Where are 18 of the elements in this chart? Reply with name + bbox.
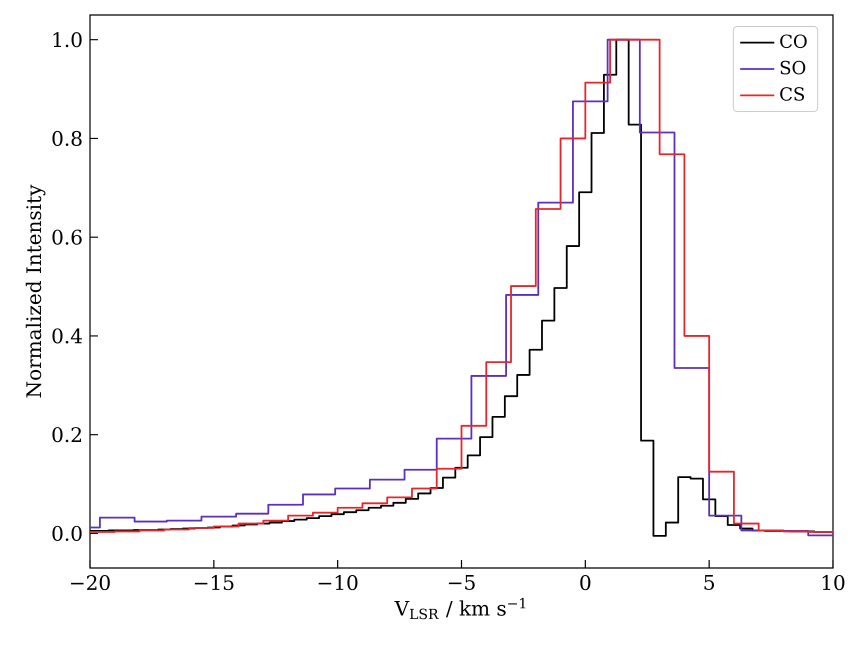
- y-tick-label: 1.0: [54, 32, 82, 48]
- x-tick-label: −10: [318, 575, 358, 590]
- y-tick-label: 0.4: [52, 328, 82, 344]
- legend-label: CS: [780, 87, 804, 101]
- y-tick-label: 0.6: [52, 230, 82, 245]
- y-axis-title: Normalized Intensity: [26, 184, 46, 398]
- x-tick-label: 0: [580, 575, 590, 590]
- x-tick-label: 5: [704, 575, 714, 590]
- x-tick-label: 10: [822, 575, 844, 590]
- x-tick-label: −15: [194, 575, 234, 590]
- y-tick-label: 0.8: [52, 130, 82, 146]
- x-tick-label: −5: [448, 575, 475, 590]
- legend-label: CO: [780, 34, 807, 48]
- legend-label: SO: [780, 60, 806, 74]
- x-axis-title: V$_{LSR}$ / km s$^{−1}$: [394, 598, 526, 620]
- y-tick-label: 0.2: [52, 427, 81, 442]
- x-tick-label: −20: [71, 575, 110, 590]
- y-tick-label: 0.0: [52, 526, 82, 541]
